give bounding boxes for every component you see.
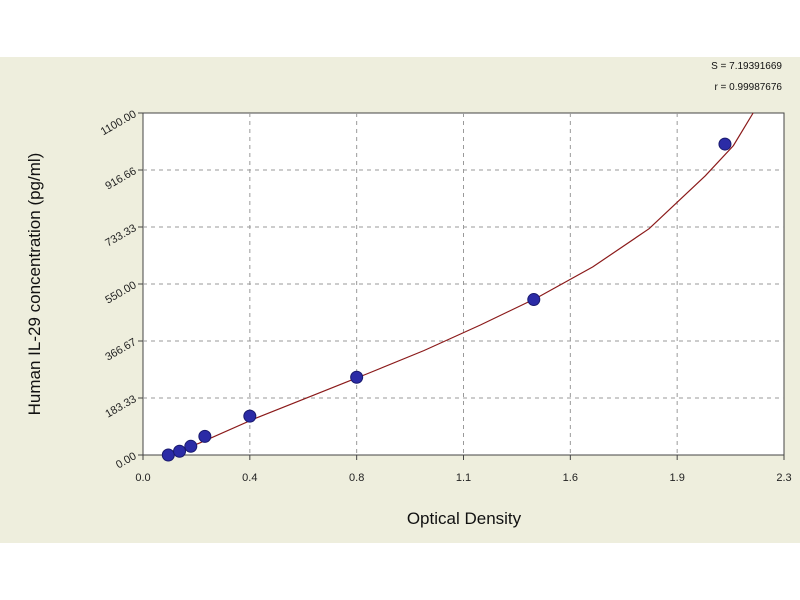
data-point: [184, 439, 198, 453]
y-tick-label: 1100.00: [99, 108, 139, 138]
y-axis-title: Human IL-29 concentration (pg/ml): [25, 153, 44, 416]
data-point: [198, 429, 212, 443]
y-tick-label: 0.00: [114, 450, 139, 471]
x-tick-label: 0.0: [135, 472, 150, 484]
data-points: [161, 137, 732, 462]
data-point: [527, 293, 541, 307]
x-tick-label: 1.1: [456, 472, 471, 484]
stat-r-value: r = 0.99987676: [714, 82, 782, 93]
x-axis-title: Optical Density: [407, 509, 522, 528]
data-point: [243, 409, 257, 423]
x-tick-label: 1.9: [670, 472, 685, 484]
y-tick-label: 916.66: [103, 165, 138, 192]
y-axis-ticks: 0.00 183.33 366.67 550.00 733.33 916.66 1100.0…: [99, 108, 143, 471]
grid-lines: [143, 113, 784, 455]
x-tick-label: 0.4: [242, 472, 257, 484]
x-tick-label: 2.3: [776, 472, 791, 484]
y-tick-label: 366.67: [103, 336, 138, 363]
data-point: [718, 137, 732, 151]
data-point: [350, 370, 364, 384]
data-point: [161, 448, 175, 462]
x-tick-label: 1.6: [563, 472, 578, 484]
y-tick-label: 550.00: [103, 279, 138, 306]
x-tick-label: 0.8: [349, 472, 364, 484]
y-tick-label: 733.33: [103, 222, 138, 249]
data-point: [173, 444, 187, 458]
stat-s-value: S = 7.19391669: [711, 61, 782, 72]
y-tick-label: 183.33: [103, 393, 138, 420]
x-axis-ticks: 0.0 0.4 0.8 1.1 1.6 1.9 2.3: [135, 455, 792, 484]
